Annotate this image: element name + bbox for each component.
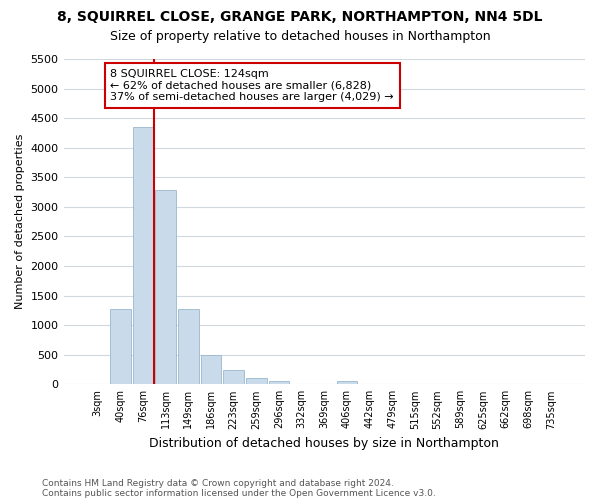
Bar [269,381,289,384]
Text: Contains HM Land Registry data © Crown copyright and database right 2024.: Contains HM Land Registry data © Crown c… [42,478,394,488]
Bar [133,127,154,384]
Text: 8, SQUIRREL CLOSE, GRANGE PARK, NORTHAMPTON, NN4 5DL: 8, SQUIRREL CLOSE, GRANGE PARK, NORTHAMP… [57,10,543,24]
Bar [337,381,358,384]
Text: 8 SQUIRREL CLOSE: 124sqm
← 62% of detached houses are smaller (6,828)
37% of sem: 8 SQUIRREL CLOSE: 124sqm ← 62% of detach… [110,69,394,102]
Text: Size of property relative to detached houses in Northampton: Size of property relative to detached ho… [110,30,490,43]
Bar [155,190,176,384]
Bar [110,309,131,384]
Text: Contains public sector information licensed under the Open Government Licence v3: Contains public sector information licen… [42,488,436,498]
Y-axis label: Number of detached properties: Number of detached properties [15,134,25,310]
X-axis label: Distribution of detached houses by size in Northampton: Distribution of detached houses by size … [149,437,499,450]
Bar [200,356,221,384]
Bar [246,378,267,384]
Bar [223,370,244,384]
Bar [178,308,199,384]
